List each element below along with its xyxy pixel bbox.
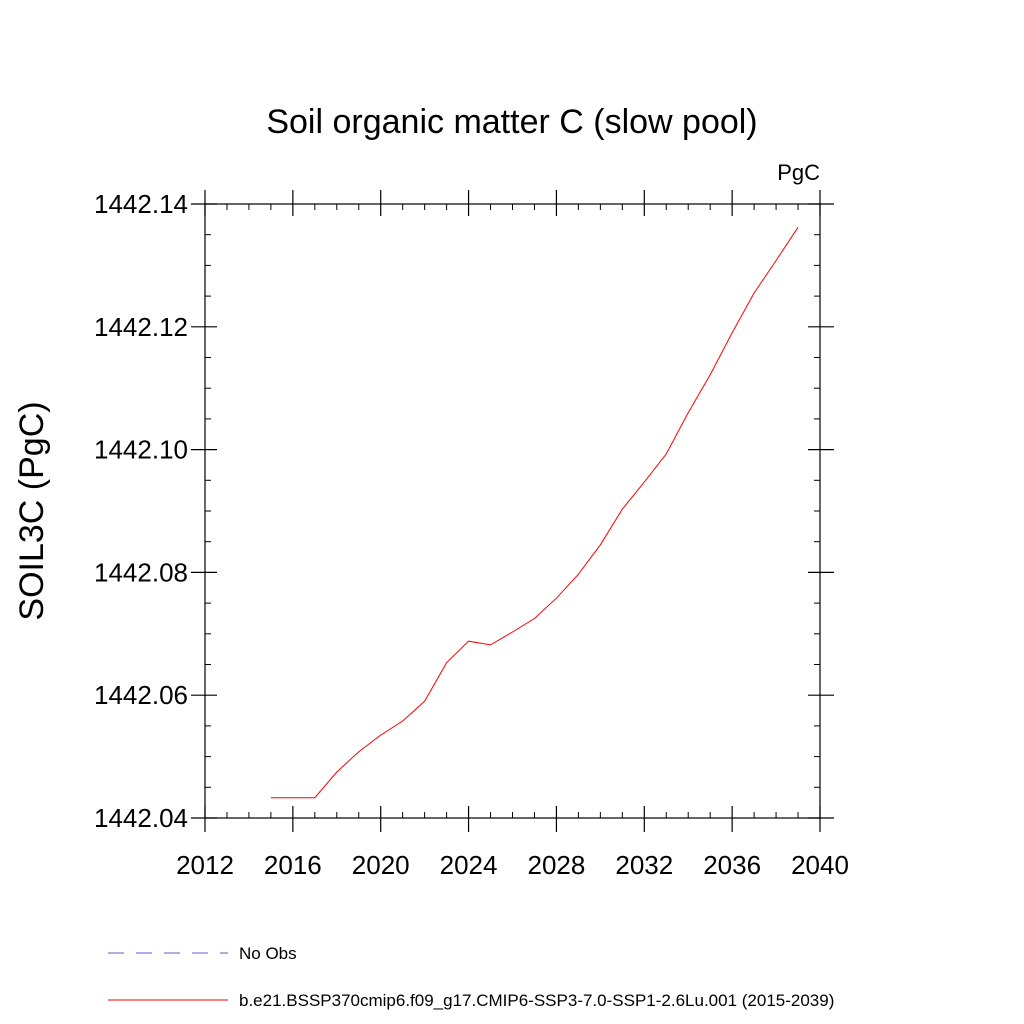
legend: No Obs b.e21.BSSP370cmip6.f09_g17.CMIP6-S…: [108, 944, 834, 1010]
x-tick-labels: 2012 2016 2020 2024 2028 2032 2036 2040: [176, 850, 849, 880]
x-tick-label: 2040: [791, 850, 849, 880]
y-tick-label: 1442.12: [94, 312, 188, 342]
x-tick-label: 2024: [440, 850, 498, 880]
plot-frame: [204, 203, 821, 819]
y-tick-labels: 1442.04 1442.06 1442.08 1442.10 1442.12 1442.…: [94, 189, 188, 833]
x-tick-label: 2028: [528, 850, 586, 880]
major-ticks: [191, 190, 834, 832]
series-lines: [270, 227, 799, 799]
minor-ticks: [205, 204, 820, 818]
x-tick-label: 2012: [176, 850, 234, 880]
y-axis-label: SOIL3C (PgC): [13, 401, 51, 620]
legend-label: No Obs: [239, 944, 297, 963]
y-tick-label: 1442.08: [94, 557, 188, 587]
y-tick-label: 1442.04: [94, 803, 188, 833]
chart-title: Soil organic matter C (slow pool): [266, 103, 757, 141]
x-tick-label: 2032: [615, 850, 673, 880]
series-line: [270, 227, 799, 799]
x-tick-label: 2016: [264, 850, 322, 880]
units-label: PgC: [777, 160, 820, 185]
y-tick-label: 1442.14: [94, 189, 188, 219]
legend-label: b.e21.BSSP370cmip6.f09_g17.CMIP6-SSP3-7.…: [239, 991, 834, 1010]
y-tick-label: 1442.06: [94, 680, 188, 710]
y-tick-label: 1442.10: [94, 435, 188, 465]
x-tick-label: 2036: [703, 850, 761, 880]
x-tick-label: 2020: [352, 850, 410, 880]
